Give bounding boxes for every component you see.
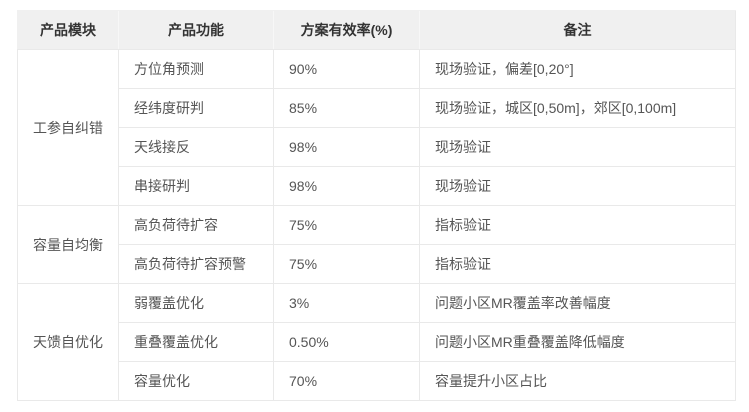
function-cell: 弱覆盖优化 bbox=[118, 283, 274, 323]
table-row: 天线接反 98% 现场验证 bbox=[18, 127, 736, 167]
note-cell: 问题小区MR覆盖率改善幅度 bbox=[419, 283, 736, 323]
table-row: 高负荷待扩容预警 75% 指标验证 bbox=[18, 244, 736, 284]
note-cell: 现场验证，偏差[0,20°] bbox=[419, 49, 736, 89]
function-cell: 天线接反 bbox=[118, 127, 274, 167]
rate-cell: 85% bbox=[273, 88, 420, 128]
function-cell: 经纬度研判 bbox=[118, 88, 274, 128]
note-cell: 现场验证 bbox=[419, 127, 736, 167]
function-cell: 高负荷待扩容预警 bbox=[118, 244, 274, 284]
header-effectiveness-rate: 方案有效率(%) bbox=[273, 10, 420, 50]
table-row: 工参自纠错 方位角预测 90% 现场验证，偏差[0,20°] bbox=[17, 49, 736, 206]
rate-cell: 90% bbox=[273, 49, 420, 89]
table-row: 重叠覆盖优化 0.50% 问题小区MR重叠覆盖降低幅度 bbox=[18, 322, 736, 362]
header-product-function: 产品功能 bbox=[118, 10, 274, 50]
note-cell: 现场验证，城区[0,50m]，郊区[0,100m] bbox=[419, 88, 736, 128]
header-row: 产品模块 产品功能 方案有效率(%) 备注 bbox=[17, 10, 736, 50]
table-row: 串接研判 98% 现场验证 bbox=[18, 166, 736, 206]
rate-cell: 98% bbox=[273, 166, 420, 206]
note-cell: 指标验证 bbox=[419, 205, 736, 245]
function-cell: 高负荷待扩容 bbox=[118, 205, 274, 245]
function-cell: 串接研判 bbox=[118, 166, 274, 206]
rate-cell: 0.50% bbox=[273, 322, 420, 362]
rate-cell: 98% bbox=[273, 127, 420, 167]
note-cell: 指标验证 bbox=[419, 244, 736, 284]
header-product-module: 产品模块 bbox=[17, 10, 119, 50]
table-row: 容量优化 70% 容量提升小区占比 bbox=[18, 361, 736, 401]
module-cell: 工参自纠错 bbox=[17, 49, 119, 206]
rate-cell: 70% bbox=[273, 361, 420, 401]
note-cell: 问题小区MR重叠覆盖降低幅度 bbox=[419, 322, 736, 362]
table-body: 工参自纠错 方位角预测 90% 现场验证，偏差[0,20°] 经纬度研判 85% 现场验证，… bbox=[17, 49, 736, 401]
function-cell: 重叠覆盖优化 bbox=[118, 322, 274, 362]
note-cell: 容量提升小区占比 bbox=[419, 361, 736, 401]
table-row: 天馈自优化 弱覆盖优化 3% 问题小区MR覆盖率改善幅度 bbox=[17, 283, 736, 401]
function-cell: 容量优化 bbox=[118, 361, 274, 401]
rate-cell: 75% bbox=[273, 244, 420, 284]
rate-cell: 75% bbox=[273, 205, 420, 245]
module-cell: 容量自均衡 bbox=[17, 205, 119, 284]
rate-cell: 3% bbox=[273, 283, 420, 323]
module-cell: 天馈自优化 bbox=[17, 283, 119, 401]
table-row: 容量自均衡 高负荷待扩容 75% 指标验证 bbox=[17, 205, 736, 284]
product-effectiveness-table: 产品模块 产品功能 方案有效率(%) 备注 工参自纠错 方位角预测 90% 现场验证，… bbox=[17, 10, 736, 401]
function-cell: 方位角预测 bbox=[118, 49, 274, 89]
header-remarks: 备注 bbox=[419, 10, 736, 50]
note-cell: 现场验证 bbox=[419, 166, 736, 206]
table-row: 经纬度研判 85% 现场验证，城区[0,50m]，郊区[0,100m] bbox=[18, 88, 736, 128]
